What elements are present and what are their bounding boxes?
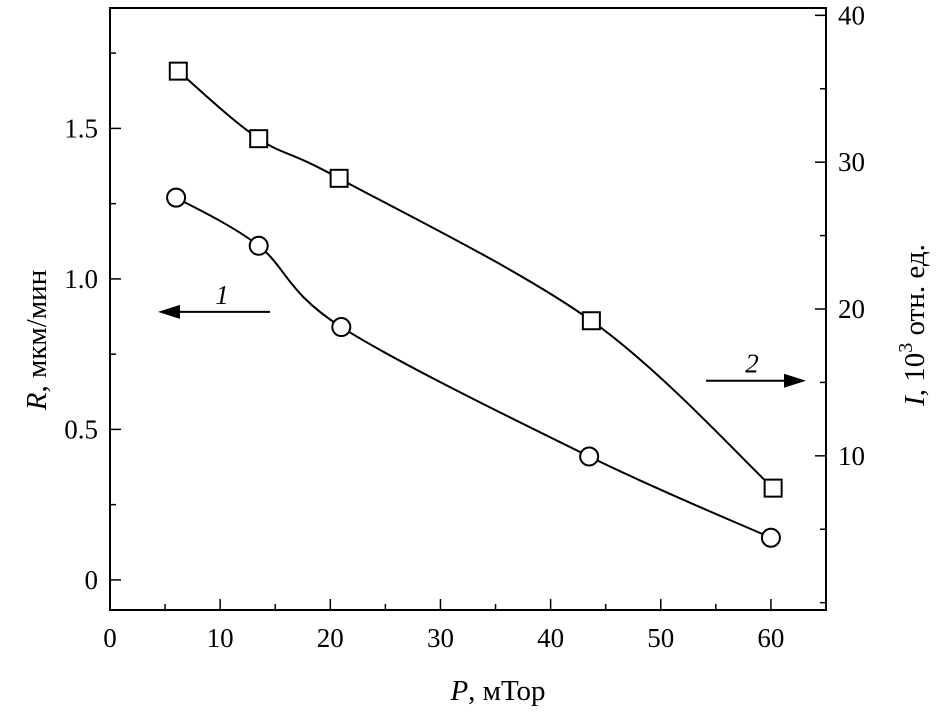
- annotation-2-arrowhead: [784, 373, 806, 388]
- x-tick-label: 10: [207, 623, 234, 653]
- series-1-point: [760, 527, 781, 548]
- series-layer: [166, 61, 783, 548]
- y-left-axis-label: R, мкм/мин: [21, 270, 53, 411]
- y-right-axis-label: I, 103 отн. ед.: [895, 244, 931, 407]
- series-2-line: [177, 70, 774, 489]
- x-tick-label: 40: [537, 623, 564, 653]
- series-1-point: [248, 235, 269, 256]
- series-2-point: [581, 311, 601, 331]
- y-right-tick-label: 40: [838, 0, 865, 30]
- series-2-point: [249, 129, 269, 149]
- x-tick-label: 0: [103, 623, 117, 653]
- y-right-tick-label: 20: [838, 294, 865, 324]
- y-left-tick-label: 0: [85, 565, 99, 595]
- series-2-point: [763, 478, 783, 498]
- annotation-1-arrowhead: [158, 304, 180, 319]
- x-tick-label: 30: [427, 623, 454, 653]
- series-1-point: [579, 446, 600, 467]
- x-axis-label: P, мТор: [449, 675, 545, 707]
- y-right-tick-label: 10: [838, 441, 865, 471]
- y-right-tick-label: 30: [838, 147, 865, 177]
- annotation-layer: 12: [158, 280, 806, 388]
- series-2-point: [168, 61, 188, 81]
- x-tick-label: 20: [317, 623, 344, 653]
- annotation-2-label: 2: [745, 349, 759, 379]
- y-right-axis-ticks: 10 20 30 40: [815, 0, 865, 604]
- y-left-tick-label: 1.0: [64, 264, 98, 294]
- y-left-tick-label: 0.5: [64, 414, 98, 444]
- series-2-point: [329, 168, 349, 188]
- x-tick-label: 50: [647, 623, 674, 653]
- x-axis-ticks: 0 10 20 30 40 50 60: [103, 599, 827, 653]
- y-left-axis-ticks: 0 0.5 1.0 1.5: [64, 52, 121, 595]
- x-tick-label: 60: [757, 623, 784, 653]
- annotation-1-label: 1: [215, 280, 229, 310]
- series-1-point: [166, 187, 187, 208]
- series-1-point: [331, 317, 352, 338]
- y-left-tick-label: 1.5: [64, 113, 98, 143]
